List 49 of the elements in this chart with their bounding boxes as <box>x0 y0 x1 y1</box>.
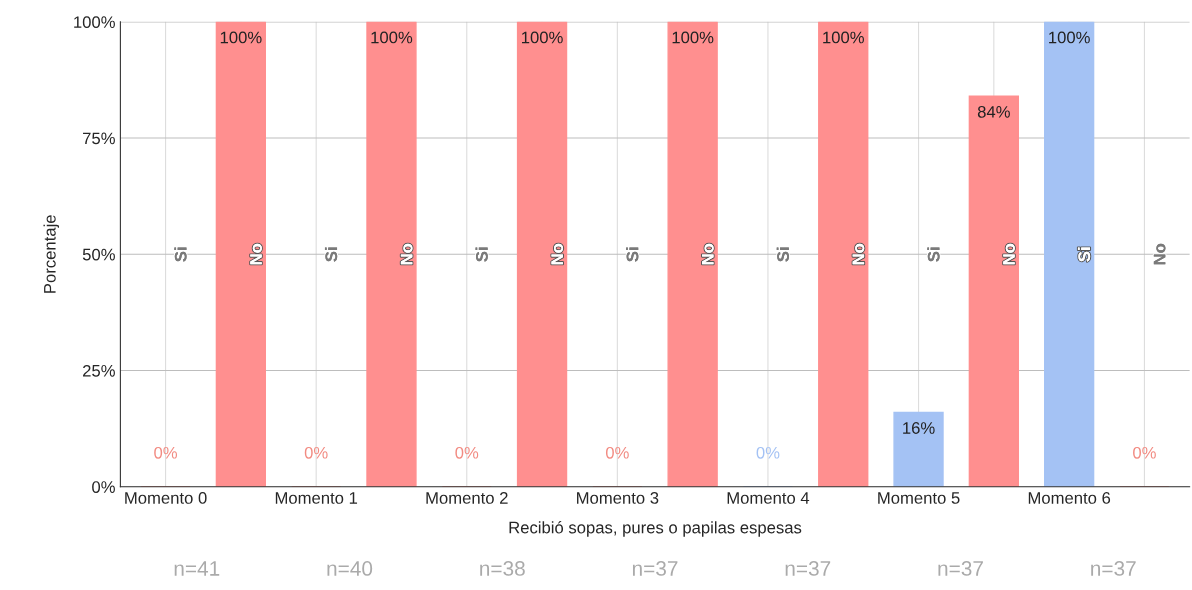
text: n=37 <box>632 561 678 576</box>
y-tick-label: 50% <box>82 248 115 261</box>
annotation: Si <box>174 247 187 262</box>
y-axis-title: Porcentaje <box>43 215 60 293</box>
x-tick-label: Momento 2 <box>426 492 508 504</box>
data-label: 100% <box>823 31 864 44</box>
annotation: Si <box>776 247 789 262</box>
x-tick-label: Momento 6 <box>1028 492 1111 504</box>
text: n=37 <box>1091 561 1136 576</box>
x-tick-label: Momento 4 <box>727 492 810 504</box>
data-label: 100% <box>1049 31 1090 44</box>
data-label: 84% <box>977 105 1010 118</box>
text: n=41 <box>174 561 220 576</box>
data-label: 100% <box>220 31 262 44</box>
annotation: No <box>1153 243 1166 265</box>
data-label: 0% <box>605 446 629 459</box>
data-label: 100% <box>522 31 563 44</box>
x-axis-title: Recibió sopas, pures o papilas espesas <box>509 521 802 537</box>
x-tick-label: Momento 3 <box>577 492 659 504</box>
data-label: 16% <box>903 422 935 434</box>
annotation: Si <box>927 247 940 262</box>
text: n=40 <box>327 561 373 576</box>
data-label: 0% <box>154 446 178 459</box>
data-label: 100% <box>672 31 714 44</box>
annotation: Si <box>324 247 338 262</box>
data-label: 0% <box>1133 446 1156 459</box>
annotation: No <box>852 243 865 265</box>
data-label: 0% <box>304 446 328 459</box>
annotation: No <box>551 243 564 265</box>
annotation: Si <box>626 247 639 262</box>
y-tick-label: 100% <box>74 16 115 29</box>
data-label: 0% <box>455 446 479 459</box>
text: n=37 <box>785 561 831 576</box>
annotation: Si <box>475 247 488 262</box>
annotation: No <box>1003 243 1015 265</box>
x-tick-label: Momento 0 <box>125 492 207 504</box>
text: n=37 <box>938 561 983 576</box>
annotation: No <box>400 243 413 265</box>
y-tick-label: 25% <box>83 364 115 377</box>
annotation: No <box>702 243 714 265</box>
x-tick-label: Momento 5 <box>878 492 960 504</box>
data-label: 100% <box>371 31 413 44</box>
y-tick-label: 0% <box>92 481 115 493</box>
annotation: No <box>250 243 262 265</box>
x-tick-label: Momento 1 <box>275 492 358 504</box>
text: n=38 <box>480 561 525 576</box>
y-tick-label: 75% <box>83 132 115 145</box>
data-label: 0% <box>756 446 780 459</box>
annotation: Si <box>1077 247 1091 262</box>
